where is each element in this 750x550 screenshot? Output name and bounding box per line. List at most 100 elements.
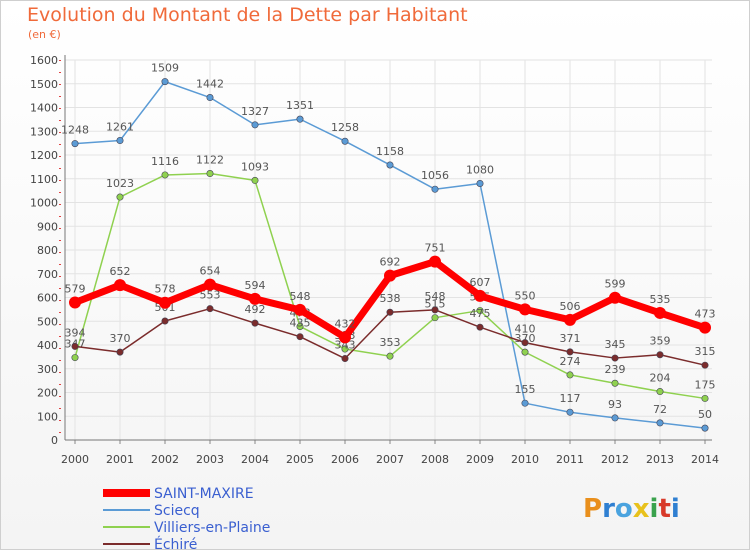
x-tick-label: 2003 [196, 453, 224, 466]
logo-text: Proxiti [583, 494, 680, 524]
x-tick-label: 2001 [106, 453, 134, 466]
data-point [566, 371, 574, 379]
data-label: 473 [695, 308, 716, 321]
data-label: 1258 [331, 121, 359, 134]
data-point [341, 345, 349, 353]
data-point [251, 176, 259, 184]
data-point [386, 352, 394, 360]
data-point [701, 394, 709, 402]
data-label: 515 [425, 298, 446, 311]
data-label: 93 [608, 398, 622, 411]
data-label: 1327 [241, 105, 269, 118]
data-label: 50 [698, 408, 712, 421]
data-point [116, 348, 124, 356]
data-label: 1158 [376, 145, 404, 158]
data-point [116, 137, 124, 145]
data-label: 535 [650, 293, 671, 306]
data-label: 550 [515, 289, 536, 302]
data-point [429, 255, 441, 268]
data-point [206, 305, 214, 313]
data-label: 594 [245, 279, 266, 292]
data-label: 1509 [151, 62, 179, 75]
x-tick-label: 2005 [286, 453, 314, 466]
proxiti-logo: Proxiti [583, 494, 680, 524]
logo-letter: t [658, 494, 670, 524]
x-tick-label: 2004 [241, 453, 269, 466]
data-point [69, 296, 81, 309]
legend-label: Échiré [154, 536, 197, 550]
data-point [656, 419, 664, 427]
x-tick-label: 2013 [646, 453, 674, 466]
data-label: 432 [335, 317, 356, 330]
data-point [296, 333, 304, 341]
data-label: 578 [155, 283, 176, 296]
data-label: 371 [560, 332, 581, 345]
logo-letter: i [650, 494, 659, 524]
y-tick-label: 700 [37, 268, 58, 281]
data-label: 1261 [106, 121, 134, 134]
data-label: 1080 [466, 164, 494, 177]
data-point [206, 170, 214, 178]
data-label: 506 [560, 300, 581, 313]
y-tick-label: 1300 [30, 125, 58, 138]
logo-letter: x [633, 494, 650, 524]
data-label: 548 [425, 290, 446, 303]
y-tick-label: 800 [37, 244, 58, 257]
data-point [521, 348, 529, 356]
data-point [71, 354, 79, 362]
data-label: 1056 [421, 169, 449, 182]
data-label: 553 [200, 289, 221, 302]
data-point [699, 321, 711, 334]
data-point [251, 121, 259, 129]
series--chir-: 3943705015534924353435385484754103713453… [65, 289, 716, 369]
x-tick-label: 2011 [556, 453, 584, 466]
data-label: 538 [380, 292, 401, 305]
data-point [386, 161, 394, 169]
data-label: 204 [650, 372, 671, 385]
data-point [204, 278, 216, 291]
y-tick-label: 0 [51, 434, 58, 447]
y-axis: 0 100 200 300 400 500 600 700 800 900 1000 1100 1200… [30, 54, 66, 447]
data-label: 1116 [151, 155, 179, 168]
data-point [116, 193, 124, 201]
data-point [71, 342, 79, 350]
data-point [609, 291, 621, 304]
data-label: 607 [470, 276, 491, 289]
data-label: 692 [380, 256, 401, 269]
y-tick-label: 400 [37, 339, 58, 352]
data-label: 435 [290, 317, 311, 330]
x-tick-label: 2009 [466, 453, 494, 466]
y-tick-label: 1000 [30, 197, 58, 210]
y-tick-label: 1400 [30, 102, 58, 115]
logo-letter: i [671, 494, 680, 524]
data-point [296, 322, 304, 330]
y-tick-label: 1600 [30, 54, 58, 67]
data-point [386, 308, 394, 316]
data-point [161, 78, 169, 86]
chart-subtitle: (en €) [28, 28, 61, 41]
legend-label: Villiers-en-Plaine [154, 520, 270, 536]
data-point [654, 306, 666, 319]
data-point [521, 339, 529, 347]
data-label: 1122 [196, 154, 224, 167]
data-point [431, 306, 439, 314]
data-label: 579 [65, 282, 86, 295]
legend: SAINT-MAXIRESciecqVilliers-en-PlaineÉchi… [103, 486, 270, 550]
y-tick-label: 600 [37, 292, 58, 305]
data-label: 475 [470, 307, 491, 320]
data-point [701, 361, 709, 369]
data-label: 72 [653, 403, 667, 416]
data-label: 1351 [286, 99, 314, 112]
x-tick-label: 2007 [376, 453, 404, 466]
x-tick-label: 2000 [61, 453, 89, 466]
data-point [294, 303, 306, 316]
data-label: 353 [380, 336, 401, 349]
x-tick-label: 2010 [511, 453, 539, 466]
x-tick-label: 2002 [151, 453, 179, 466]
x-tick-label: 2006 [331, 453, 359, 466]
data-label: 1023 [106, 177, 134, 190]
data-point [249, 292, 261, 305]
x-tick-label: 2014 [691, 453, 719, 466]
